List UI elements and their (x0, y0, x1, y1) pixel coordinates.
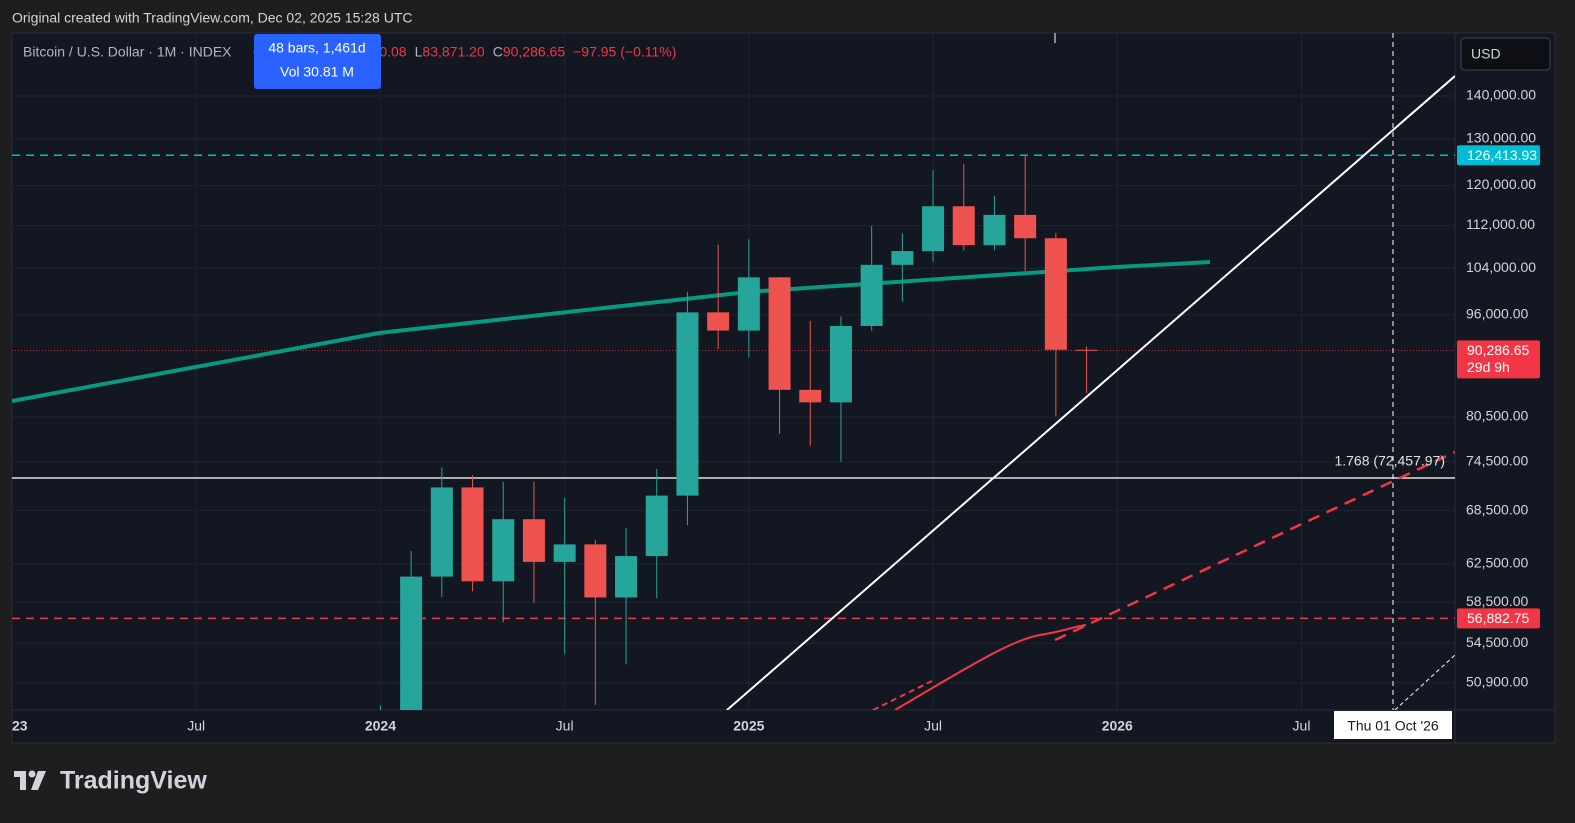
candle-body (1014, 214, 1037, 239)
tooltip-bars: 48 bars, 1,461d (268, 40, 365, 56)
ohlc-key: C (493, 44, 503, 60)
crosshair-label-bg (1334, 711, 1452, 739)
x-tick-label: Jul (187, 718, 205, 734)
trend-line-dashed (1054, 450, 1455, 642)
y-tick-label: 58,500.00 (1466, 593, 1528, 609)
x-tick-label: 2026 (1102, 718, 1133, 734)
curve (894, 624, 1087, 710)
ohlc-value: 83,871.20 (422, 44, 484, 60)
candle-body (952, 206, 975, 246)
price-label: 126,413.93 (1467, 147, 1537, 163)
y-tick-label: 54,500.00 (1466, 634, 1528, 650)
tooltip (254, 34, 381, 89)
y-tick-label: 80,500.00 (1466, 408, 1528, 424)
x-tick-label: Jul (924, 718, 942, 734)
candle-body (707, 312, 730, 331)
ohlc-value: 90,286.65 (503, 44, 565, 60)
x-tick-label: 2025 (733, 718, 764, 734)
price-label-bg (1457, 608, 1540, 629)
x-tick-label: 23 (12, 718, 28, 734)
candle-body (860, 264, 883, 326)
candle-body (1044, 238, 1067, 350)
trend-line (726, 75, 1455, 710)
y-tick-label: 120,000.00 (1466, 176, 1536, 192)
x-tick-label: 2024 (365, 718, 396, 734)
price-label: 56,882.75 (1467, 610, 1529, 626)
candle-body (829, 325, 852, 403)
candle-body (369, 786, 391, 790)
candle-body (1075, 349, 1098, 351)
y-tick-label: 62,500.00 (1466, 554, 1528, 570)
price-sublabel: 29d 9h (1467, 359, 1510, 375)
symbol: Bitcoin / U.S. Dollar · 1M · INDEX (23, 44, 232, 60)
x-tick-label: Jul (1293, 718, 1311, 734)
price-label-bg (1457, 340, 1540, 379)
y-tick-label: 50,900.00 (1466, 674, 1528, 690)
y-tick-label: 104,000.00 (1466, 259, 1536, 275)
ohlc-key: L (415, 44, 423, 60)
candle-body (645, 495, 668, 557)
candle-body (430, 487, 453, 577)
curve-dashed (872, 680, 933, 710)
currency-button[interactable] (1460, 37, 1551, 71)
ohlc-change: −97.95 (−0.11%) (573, 44, 676, 60)
x-tick-label: Jul (556, 718, 574, 734)
candle-body (522, 519, 545, 562)
candle-body (400, 576, 423, 710)
candle-body (891, 251, 914, 265)
candle-body (492, 519, 515, 582)
candle-body (799, 389, 822, 403)
crosshair-label: Thu 01 Oct '26 (1347, 718, 1439, 734)
candle-body (737, 277, 760, 331)
credit: Original created with TradingView.com, D… (12, 10, 413, 26)
y-tick-label: 130,000.00 (1466, 130, 1536, 146)
tooltip-volume: Vol 30.81 M (280, 64, 354, 80)
candle-body (676, 312, 699, 496)
y-tick-label: 96,000.00 (1466, 306, 1528, 322)
candle-body (615, 556, 638, 598)
y-tick-label: 68,500.00 (1466, 501, 1528, 517)
logo-icon (14, 770, 46, 790)
currency[interactable]: USD (1471, 46, 1501, 62)
price-label-bg (1457, 145, 1540, 166)
logo: TradingView (60, 767, 207, 795)
candle-body (922, 206, 945, 252)
candle-body (553, 544, 576, 562)
level-label: 1.768 (72,457.97) (1334, 453, 1445, 469)
y-tick-label: 74,500.00 (1466, 453, 1528, 469)
y-tick-label: 140,000.00 (1466, 87, 1536, 103)
candle-body (983, 214, 1006, 246)
y-tick-label: 112,000.00 (1466, 216, 1535, 232)
candle-body (461, 487, 484, 582)
price-label: 90,286.65 (1467, 342, 1529, 358)
candle-body (584, 544, 607, 598)
candle-body (768, 277, 791, 390)
